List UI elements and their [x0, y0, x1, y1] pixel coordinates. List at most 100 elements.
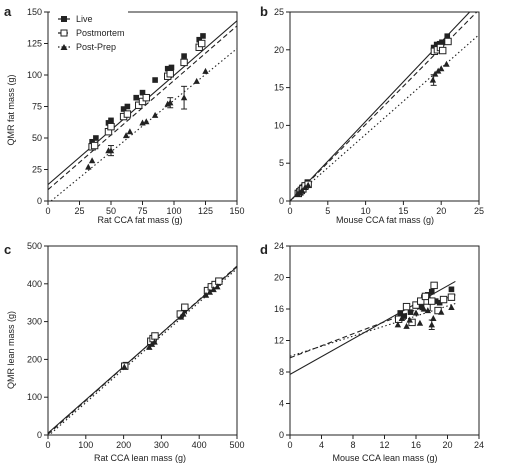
- panel-a-xlabel: Rat CCA fat mass (g): [97, 215, 182, 225]
- panel-d-xtick-label: 20: [442, 440, 452, 450]
- panel-a-point-live: [168, 64, 175, 71]
- panel-b-ytick-label: 0: [279, 196, 284, 206]
- panel-a-ytick-label: 150: [27, 7, 42, 17]
- panel-c-letter: c: [4, 242, 11, 257]
- panel-c-xtick-label: 0: [45, 440, 50, 450]
- legend-marker-live: [61, 16, 67, 22]
- panel-b-point-postprep: [443, 60, 450, 67]
- panel-d-point-postprep: [398, 315, 406, 322]
- panel-d-point-live: [401, 313, 407, 319]
- panel-b-fit-line-live: [290, 12, 471, 201]
- panel-d-point-postprep: [438, 308, 445, 315]
- panel-a-ytick-label: 25: [32, 165, 42, 175]
- panel-b-ytick-label: 20: [274, 45, 284, 55]
- legend-marker-postprep: [60, 44, 68, 50]
- panel-d-ytick-label: 20: [274, 273, 284, 283]
- panel-b-point-live: [444, 33, 451, 39]
- panel-c-point-postmortem: [151, 332, 159, 340]
- panel-d-point-live: [436, 299, 443, 306]
- panel-c-ytick-label: 400: [27, 279, 42, 289]
- panel-d-point-postprep: [428, 321, 435, 328]
- panel-a-ytick-label: 50: [32, 133, 42, 143]
- panel-c-point-postprep: [121, 363, 128, 370]
- panel-a-point-postmortem: [166, 70, 174, 78]
- panel-a-point-postprep: [202, 67, 209, 74]
- panel-a-point-live: [133, 94, 139, 101]
- panel-a-point-postprep: [151, 111, 159, 118]
- panel-a-point-postmortem: [123, 110, 132, 118]
- panel-c-ylabel: QMR lean mass (g): [6, 311, 16, 389]
- panel-c-point-postprep: [180, 310, 187, 317]
- panel-b-point-postmortem: [444, 37, 452, 46]
- panel-b-xtick-label: 15: [398, 206, 408, 216]
- panel-b-point-live: [430, 44, 437, 51]
- panel-a-xtick-label: 50: [106, 206, 116, 216]
- panel-c: c Rat CCA lean mass (g) QMR lean mass (g…: [4, 241, 245, 463]
- panel-c-point-postprep: [206, 288, 213, 295]
- legend-label-postprep: Post-Prep: [76, 42, 116, 52]
- legend-marker-postmortem: [60, 29, 68, 37]
- panel-d-point-postprep: [394, 321, 402, 328]
- panel-d: d Mouse CCA lean mass (g) 0 4 8 12 16 20 24 0 4 8…: [260, 241, 484, 463]
- panel-a-xtick-label: 125: [198, 206, 213, 216]
- panel-b-xtick-label: 10: [361, 206, 371, 216]
- panel-a-point-live: [196, 36, 202, 43]
- panel-d-point-postmortem: [428, 297, 436, 305]
- panel-d-xtick-label: 4: [319, 440, 324, 450]
- panel-a-fit-line-postprep: [50, 48, 237, 201]
- panel-c-ytick-label: 0: [37, 430, 42, 440]
- panel-c-point-postprep: [202, 291, 210, 298]
- panel-a-point-postprep: [122, 132, 130, 139]
- panel-d-point-live: [407, 309, 414, 315]
- panel-a-xtick-label: 100: [166, 206, 181, 216]
- panel-d-point-live: [448, 286, 455, 293]
- panel-b-ytick-label: 10: [274, 120, 284, 130]
- panel-d-point-live: [397, 310, 404, 316]
- panel-c-xtick-label: 400: [192, 440, 207, 450]
- panel-d-xtick-label: 0: [287, 440, 292, 450]
- panel-c-point-postprep: [210, 286, 217, 293]
- panel-a-ytick-label: 125: [27, 39, 42, 49]
- panel-b-plot-frame: [289, 11, 480, 202]
- panel-b-fit-line-postprep: [290, 34, 479, 201]
- panel-b-point-postprep: [429, 76, 437, 83]
- panel-c-xtick-label: 500: [229, 440, 244, 450]
- panel-d-xtick-label: 12: [379, 440, 389, 450]
- panel-c-point-postmortem: [181, 303, 189, 311]
- panel-d-point-postprep: [424, 307, 432, 314]
- panel-d-point-postmortem: [402, 302, 411, 311]
- panel-a-point-postmortem: [107, 122, 115, 131]
- panel-a-letter: a: [4, 4, 12, 19]
- panel-d-ytick-label: 12: [274, 336, 284, 346]
- panel-a-point-live: [139, 89, 146, 96]
- panel-a-point-postmortem: [180, 58, 188, 67]
- panel-d-point-postmortem: [447, 293, 456, 301]
- panel-a-xtick-label: 0: [45, 206, 50, 216]
- panel-d-point-postprep: [416, 319, 424, 326]
- panel-a-point-postmortem: [90, 141, 99, 150]
- panel-a-point-postmortem: [142, 93, 150, 102]
- panel-b-point-postprep: [431, 70, 439, 77]
- panel-d-xtick-label: 8: [350, 440, 355, 450]
- panel-a-point-live: [120, 106, 127, 112]
- panel-c-ytick-label: 100: [27, 392, 42, 402]
- panel-a-point-live: [200, 33, 206, 39]
- panel-b-xlabel: Mouse CCA fat mass (g): [336, 215, 434, 225]
- panel-a-point-postprep: [180, 94, 188, 101]
- panel-a-xtick-label: 150: [229, 206, 244, 216]
- panel-a-point-live: [89, 138, 95, 145]
- panel-d-point-live: [419, 304, 426, 311]
- panel-a-point-postprep: [107, 147, 115, 154]
- panel-b-point-postprep: [434, 67, 442, 74]
- panel-b-point-postprep: [301, 183, 309, 190]
- panel-b-ytick-label: 5: [279, 158, 284, 168]
- panel-d-ytick-label: 16: [274, 304, 284, 314]
- panel-a: a Rat CCA fat mass (g) QMR fat mass (g) …: [4, 4, 245, 225]
- panel-c-xlabel: Rat CCA lean mass (g): [94, 453, 186, 463]
- panel-a-ytick-label: 75: [32, 102, 42, 112]
- panel-a-point-live: [108, 117, 114, 124]
- panel-b-ytick-label: 15: [274, 83, 284, 93]
- panel-c-ytick-label: 300: [27, 317, 42, 327]
